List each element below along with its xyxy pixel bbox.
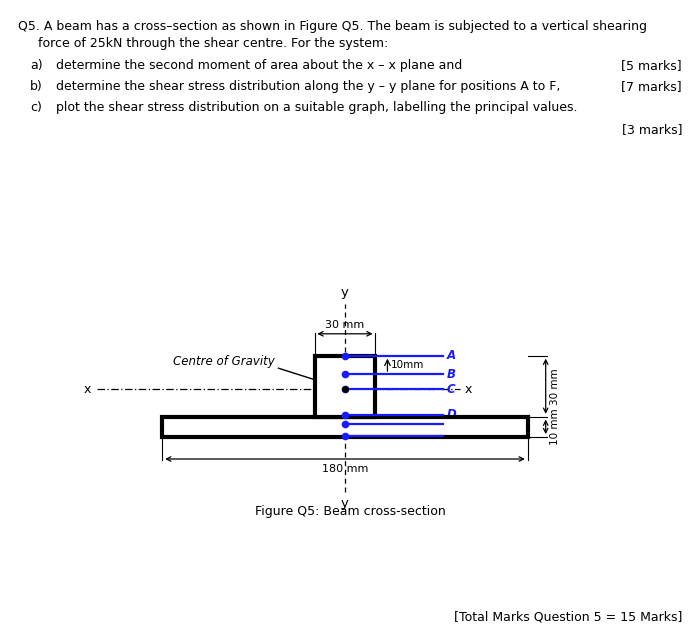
Text: 30 mm: 30 mm [326,320,365,330]
Bar [314,356,375,417]
Text: 5mm: 5mm [491,424,518,434]
Text: Centre of Gravity: Centre of Gravity [173,355,274,368]
Text: 10mm: 10mm [391,360,424,370]
Text: x: x [84,383,91,396]
Text: [7 marks]: [7 marks] [622,80,682,93]
Text: [3 marks]: [3 marks] [622,123,682,136]
Text: y: y [341,497,349,510]
Text: determine the shear stress distribution along the y – y plane for positions A to: determine the shear stress distribution … [56,80,561,93]
Text: a): a) [30,59,43,72]
Text: y: y [341,286,349,299]
Text: x: x [465,383,472,396]
Text: [5 marks]: [5 marks] [622,59,682,72]
Text: Q5. A beam has a cross–section as shown in Figure Q5. The beam is subjected to a: Q5. A beam has a cross–section as shown … [18,20,647,33]
Text: c): c) [30,101,42,114]
Text: plot the shear stress distribution on a suitable graph, labelling the principal : plot the shear stress distribution on a … [56,101,578,114]
Text: 10 mm: 10 mm [550,408,560,445]
Text: determine the second moment of area about the x – x plane and: determine the second moment of area abou… [56,59,462,72]
Text: E: E [447,417,454,431]
Text: D: D [447,408,456,421]
Text: C: C [447,383,455,396]
Text: A: A [447,349,456,362]
Text: Figure Q5: Beam cross-section: Figure Q5: Beam cross-section [255,505,445,518]
Text: b): b) [30,80,43,93]
Text: F: F [447,429,454,442]
Text: 30 mm: 30 mm [550,368,560,404]
Text: 180 mm: 180 mm [322,464,368,474]
Text: [Total Marks Question 5 = 15 Marks]: [Total Marks Question 5 = 15 Marks] [454,610,682,623]
Text: force of 25kN through the shear centre. For the system:: force of 25kN through the shear centre. … [38,37,388,50]
Bar [162,417,528,437]
Text: B: B [447,368,456,380]
